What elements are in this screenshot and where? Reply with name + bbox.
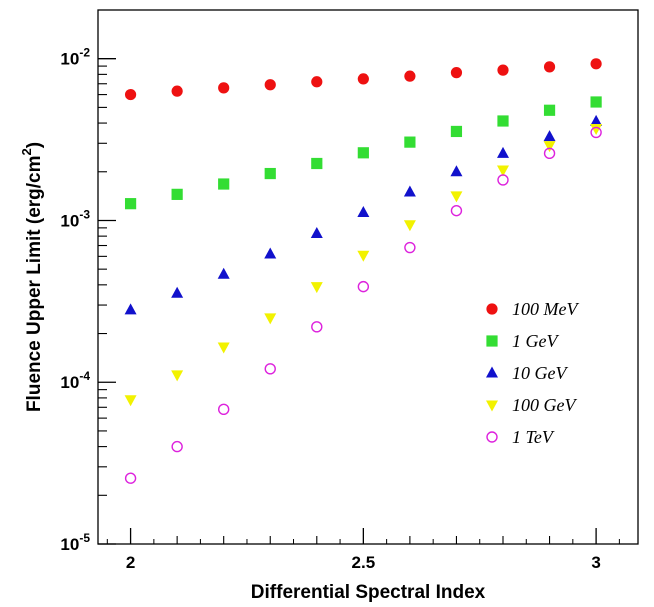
- legend-label: 10 GeV: [512, 363, 568, 383]
- y-tick-label-base: 10: [60, 50, 79, 69]
- data-point: [403, 185, 416, 197]
- data-point: [171, 370, 184, 382]
- data-point: [590, 126, 602, 139]
- y-tick-label-base: 10: [60, 211, 79, 230]
- data-point: [403, 220, 416, 232]
- data-point: [264, 79, 276, 91]
- data-point: [404, 241, 416, 254]
- data-point: [171, 85, 183, 97]
- series-0: [124, 58, 602, 101]
- y-tick-label-base: 10: [60, 535, 79, 554]
- data-point: [543, 147, 556, 160]
- data-points: [124, 58, 603, 484]
- y-axis-label-superscript: 2: [19, 148, 34, 155]
- y-tick-label: 10-2: [60, 46, 90, 69]
- legend-marker: [486, 400, 498, 412]
- data-point: [590, 96, 602, 108]
- y-tick-label-exponent: -5: [79, 531, 90, 545]
- data-point: [218, 82, 230, 94]
- data-point: [497, 165, 509, 177]
- data-point: [450, 191, 463, 203]
- data-point: [450, 165, 463, 177]
- data-point: [310, 282, 323, 294]
- data-point: [543, 104, 556, 116]
- data-point: [357, 250, 370, 262]
- data-point: [264, 167, 276, 180]
- x-tick-label: 2.5: [352, 553, 376, 572]
- y-axis-label: Fluence Upper Limit (erg/cm2): [19, 142, 45, 412]
- data-point: [450, 67, 463, 79]
- data-point: [497, 115, 509, 127]
- data-point: [590, 124, 603, 136]
- legend: 100 MeV 1 GeV 10 GeV 100 GeV 1 TeV: [486, 299, 579, 447]
- legend-marker: [486, 335, 498, 347]
- data-point: [171, 440, 183, 453]
- data-point: [171, 286, 184, 298]
- data-point: [217, 267, 230, 279]
- legend-marker: [486, 431, 498, 443]
- data-point: [543, 141, 556, 153]
- axis-ticks: 2 2.5 310-210-310-410-5: [60, 46, 620, 572]
- data-point: [450, 125, 463, 138]
- legend-marker: [486, 366, 498, 378]
- plot-frame: [97, 9, 639, 545]
- data-point: [543, 130, 556, 142]
- data-point: [124, 303, 137, 315]
- series-1: [124, 96, 602, 210]
- data-point: [497, 64, 509, 76]
- data-point: [264, 363, 276, 375]
- data-point: [171, 188, 183, 200]
- legend-label: 1 GeV: [512, 331, 559, 351]
- legend-marker: [486, 303, 498, 315]
- data-point: [590, 58, 602, 70]
- y-tick-label-exponent: -2: [79, 46, 90, 60]
- data-point: [311, 76, 323, 88]
- y-tick-label-exponent: -3: [79, 207, 90, 221]
- data-point: [217, 342, 230, 354]
- data-point: [124, 88, 137, 101]
- data-point: [124, 395, 137, 407]
- x-axis-label: Differential Spectral Index: [251, 582, 486, 603]
- data-point: [543, 61, 556, 73]
- data-point: [357, 280, 370, 293]
- plot-area: [97, 9, 639, 545]
- data-point: [311, 321, 323, 333]
- y-tick-label: 10-4: [60, 369, 90, 392]
- y-axis-label-close: ): [24, 142, 45, 148]
- data-point: [450, 204, 463, 217]
- legend-label: 1 TeV: [512, 427, 555, 447]
- x-tick-label: 3: [591, 553, 600, 572]
- data-point: [357, 206, 370, 218]
- legend-label: 100 GeV: [512, 395, 577, 415]
- data-point: [124, 472, 137, 484]
- data-point: [264, 247, 277, 259]
- data-point: [404, 70, 416, 82]
- data-point: [310, 227, 323, 239]
- y-axis-label-main: Fluence Upper Limit (erg/cm: [24, 156, 45, 413]
- legend-label: 100 MeV: [512, 299, 579, 319]
- x-tick-label: 2: [126, 553, 135, 572]
- data-point: [590, 114, 603, 126]
- data-point: [357, 73, 369, 85]
- data-point: [217, 403, 230, 416]
- data-point: [497, 174, 509, 186]
- data-point: [357, 147, 369, 159]
- y-tick-label-base: 10: [60, 373, 79, 392]
- series-4: [124, 126, 602, 484]
- y-tick-label-exponent: -4: [79, 369, 90, 383]
- data-point: [218, 178, 230, 190]
- y-tick-label: 10-5: [60, 531, 90, 554]
- data-point: [404, 136, 416, 148]
- y-tick-label: 10-3: [60, 207, 90, 230]
- data-point: [311, 157, 323, 170]
- data-point: [264, 313, 277, 325]
- data-point: [124, 198, 137, 210]
- series-3: [124, 124, 603, 407]
- series-2: [124, 114, 603, 315]
- data-point: [497, 146, 509, 158]
